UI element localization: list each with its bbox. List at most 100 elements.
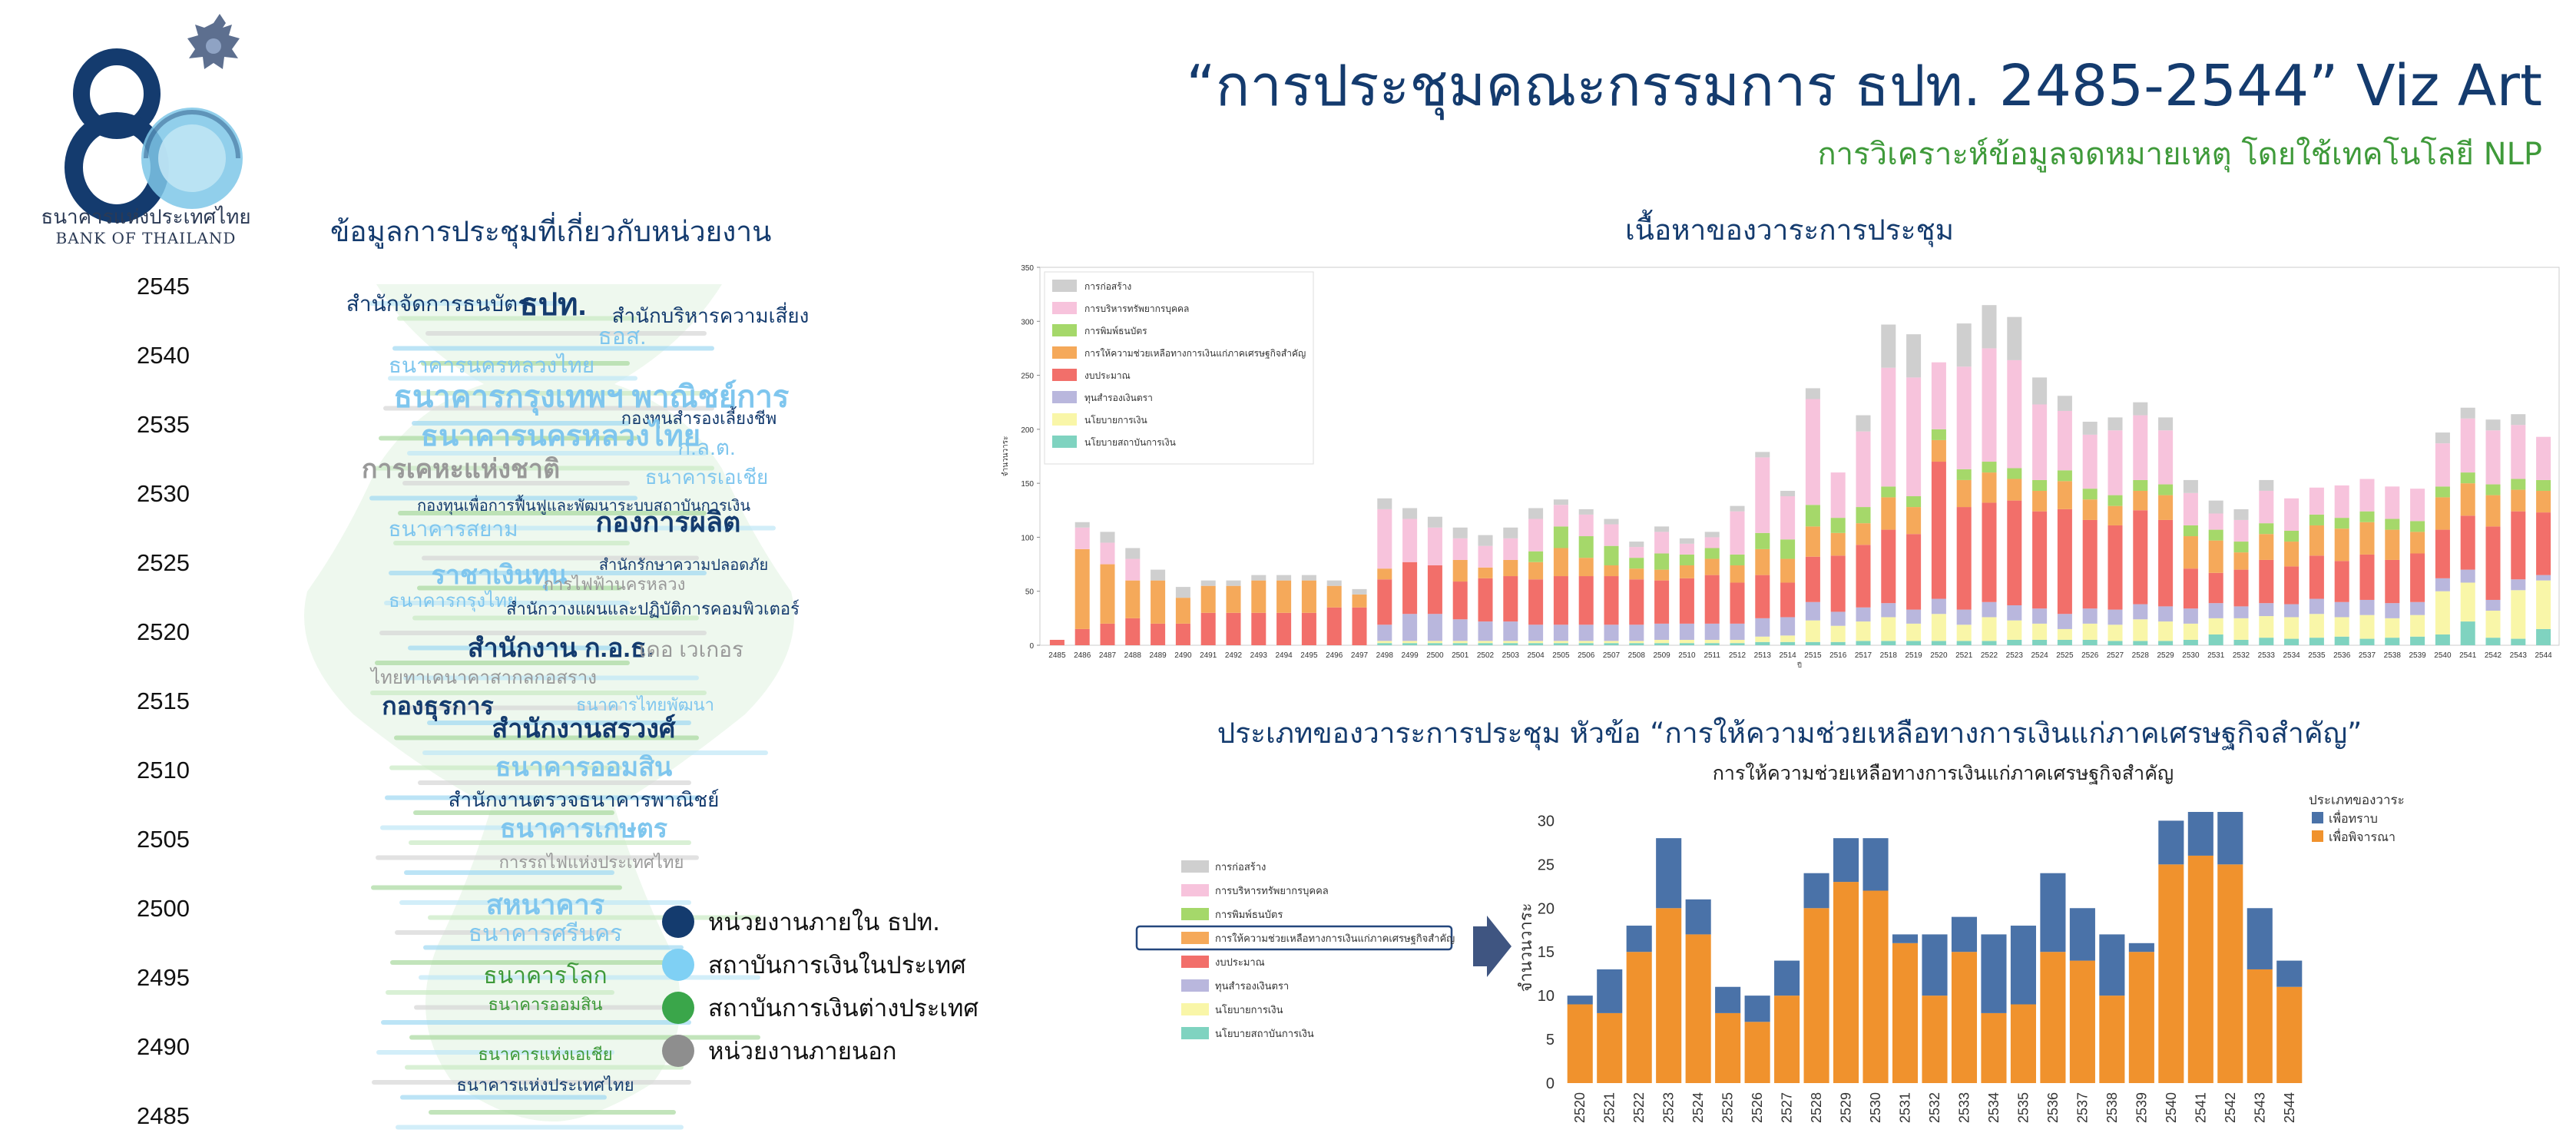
bar-segment: [1862, 890, 1889, 1083]
bar-segment: [1881, 617, 1896, 641]
wordcloud-legend-item: สถาบันการเงินต่างประเทศ: [662, 989, 978, 1026]
bar-segment: [2233, 509, 2249, 520]
bar-segment: [2128, 943, 2154, 952]
bar-segment: [1402, 562, 1418, 615]
bar-segment: [1175, 623, 1190, 645]
bar-segment: [2107, 525, 2123, 610]
bar-segment: [2309, 614, 2324, 638]
legend-label: เพื่อทราบ: [2329, 810, 2378, 826]
arrow-right-icon: [1473, 916, 1511, 977]
bar-segment: [2032, 377, 2048, 405]
bar-segment: [2007, 605, 2022, 621]
wordcloud-texture: [376, 1050, 614, 1055]
x-tick-label: 2492: [1225, 651, 1243, 660]
x-tick-label: 2536: [2045, 1092, 2061, 1123]
x-tick-label: 2493: [1250, 651, 1268, 660]
bar-segment: [1856, 621, 1871, 641]
bar-segment: [1629, 547, 1644, 558]
legend-swatch: [1052, 324, 1077, 336]
bar-segment: [1629, 625, 1644, 641]
bar-segment: [1830, 611, 1846, 626]
bar-segment: [1685, 934, 1711, 1083]
year-label: 2495: [137, 964, 190, 991]
wordcloud-word: สำนักงาน ก.อ.ธ.: [468, 634, 654, 663]
bar-segment: [1528, 625, 1544, 641]
wordcloud-texture: [400, 1095, 607, 1100]
bar-segment: [1654, 639, 1670, 644]
bar-segment: [2183, 479, 2198, 493]
x-tick-label: 2491: [1200, 651, 1217, 660]
bar-segment: [1352, 594, 1367, 608]
bar-segment: [2460, 418, 2475, 473]
bar-segment: [1553, 625, 1568, 641]
bar-segment: [1931, 641, 1946, 645]
wordcloud-texture: [383, 406, 714, 411]
bar-segment: [1856, 507, 1871, 524]
y-tick-label: 10: [1538, 988, 1555, 1005]
x-tick-label: 2502: [1477, 651, 1495, 660]
wordcloud-texture: [426, 525, 776, 531]
legend-label: นโยบายการเงิน: [1084, 415, 1147, 426]
bar-segment: [1326, 580, 1342, 586]
bar-segment: [1951, 916, 1978, 952]
bar-segment: [1100, 623, 1115, 645]
bar-segment: [1922, 996, 1948, 1083]
bar-segment: [1377, 641, 1392, 644]
x-tick-label: 2533: [1956, 1092, 1972, 1123]
wordcloud-word: สหนาคาร: [486, 889, 605, 920]
legend-swatch: [1052, 391, 1077, 403]
x-tick-label: 2531: [2207, 651, 2225, 660]
x-tick-label: 2507: [1603, 651, 1621, 660]
x-tick-label: 2538: [2384, 651, 2402, 660]
x-tick-label: 2539: [2134, 1092, 2149, 1123]
category-legend-highlight: การก่อสร้างการบริหารทรัพยากรบุคคลการพิมพ…: [1135, 860, 1455, 1039]
bar-segment: [2099, 934, 2125, 996]
x-tick-label: 2535: [2308, 651, 2326, 660]
wordcloud-texture: [403, 675, 699, 681]
bar-segment: [2082, 489, 2098, 500]
x-tick-label: 2522: [1631, 1092, 1647, 1123]
legend-swatch: [1052, 436, 1077, 448]
bar-segment: [2259, 479, 2274, 491]
bar-segment: [1704, 623, 1720, 640]
bar-segment: [1553, 505, 1568, 527]
legend-swatch: [1052, 413, 1077, 426]
bar-segment: [2259, 559, 2274, 604]
bar-segment: [2259, 616, 2274, 638]
wordcloud-texture: [392, 346, 714, 351]
bar-segment: [2233, 618, 2249, 640]
wordcloud-legend-item: สถาบันการเงินในประเทศ: [662, 946, 966, 983]
wordcloud-word: สำนักงานสรวงศ์: [492, 714, 676, 744]
bar-segment: [1578, 576, 1594, 625]
bar-segment: [1856, 431, 1871, 508]
bar-segment: [2359, 522, 2375, 555]
bar-segment: [2057, 614, 2072, 629]
wordcloud-word: ธนาคารออมสิน: [495, 753, 672, 782]
bar-segment: [1982, 641, 1997, 645]
bar-segment: [2309, 487, 2324, 515]
bar-segment: [1352, 588, 1367, 595]
bar-segment: [1679, 639, 1694, 644]
bar-segment: [2460, 569, 2475, 583]
bar-segment: [2309, 638, 2324, 645]
financial-assistance-chart: การให้ความช่วยเหลือทางการเงินแก่ภาคเศรษฐ…: [1516, 762, 2405, 1123]
x-tick-label: 2487: [1099, 651, 1117, 660]
bar-segment: [1931, 598, 1946, 615]
bar-segment: [1452, 527, 1468, 538]
bar-segment: [1755, 575, 1770, 618]
x-tick-label: 2515: [1804, 651, 1822, 660]
bar-segment: [2057, 481, 2072, 509]
bar-segment: [1780, 539, 1796, 559]
x-tick-label: 2520: [1930, 651, 1948, 660]
agenda-content-chart: 0 50 100 150 200 250 300 350 จำนวนวาระ 2485 2486 24…: [1002, 264, 2560, 668]
bar-segment: [2435, 578, 2450, 591]
bar-segment: [2259, 638, 2274, 645]
year-label: 2505: [137, 826, 190, 853]
bar-segment: [2410, 615, 2425, 637]
agenda-type-chart-title: ประเภทของวาระการประชุม หัวข้อ “การให้ควา…: [1217, 717, 2362, 750]
wordcloud-texture: [369, 495, 637, 501]
wordcloud-word: ธนาคารแห่งประเทศไทย: [456, 1075, 634, 1095]
bar-segment: [2410, 521, 2425, 532]
bar-segment: [1931, 362, 1946, 429]
